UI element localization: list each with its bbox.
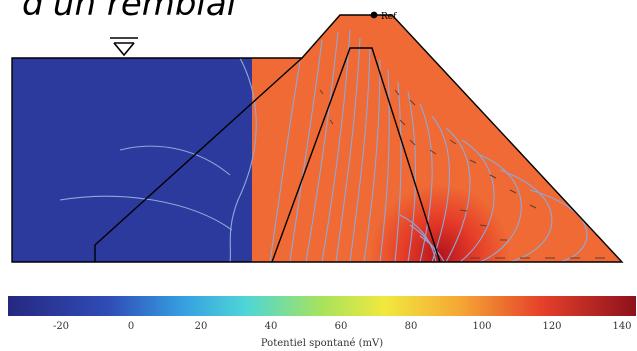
colorbar-gradient [8,296,636,316]
current-vectors [319,89,605,259]
core-outline [271,47,441,263]
colorbar-tick: -20 [53,321,69,332]
page-title-fragment: d'un remblai [22,0,237,24]
dam-outline [11,14,624,263]
colorbar-tick: 80 [405,321,418,332]
colorbar-ticks: -20 0 20 40 60 80 100 120 140 [53,321,632,332]
reference-electrode-marker [370,11,378,19]
colorbar-tick: 140 [612,321,631,332]
colorbar-tick: 40 [265,321,278,332]
colorbar-tick: 120 [542,321,561,332]
colorbar-tick: 20 [195,321,208,332]
water-level-icon [110,37,138,57]
contour-lines [59,29,588,262]
colorbar-tick: 0 [128,321,134,332]
reservoir-zone [12,58,252,262]
colorbar-tick: 60 [335,321,348,332]
colorbar-label: Potentiel spontané (mV) [261,338,383,349]
dam-model: Ref [11,11,624,263]
hot-zone [330,180,550,262]
upstream-shell-outline [94,57,303,262]
reference-label: Ref [381,12,397,22]
colorbar-tick: 100 [472,321,491,332]
colorbar: -20 0 20 40 60 80 100 120 140 Potentiel … [8,296,636,349]
